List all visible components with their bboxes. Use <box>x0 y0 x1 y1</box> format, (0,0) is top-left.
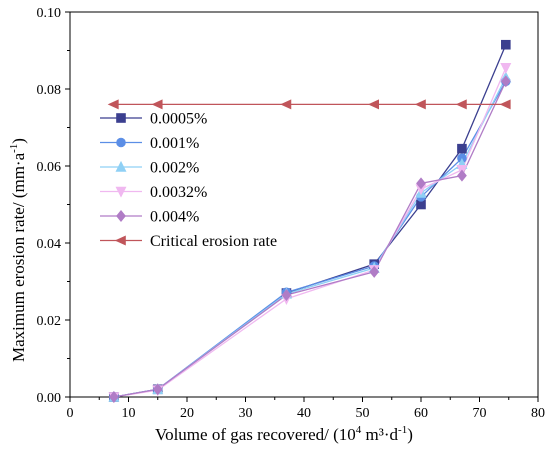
legend-label: 0.002% <box>150 160 199 177</box>
x-tick-label: 50 <box>356 406 370 421</box>
data-point <box>151 99 163 110</box>
data-point <box>455 99 467 110</box>
data-point <box>499 99 511 110</box>
data-point <box>108 391 119 403</box>
data-point <box>152 383 163 396</box>
y-tick-label: 0.06 <box>37 160 62 175</box>
data-point <box>280 99 292 110</box>
x-axis-title: Volume of gas recovered/ (104 m³·d-1) <box>155 424 413 444</box>
data-point <box>500 63 512 74</box>
y-axis-ticks: 0.00 0.02 0.04 0.06 0.08 0.10 <box>37 6 70 406</box>
y-axis-title: Maximum erosion rate/ (mm·a-1) <box>8 138 28 362</box>
legend-label: Critical erosion rate <box>150 233 277 250</box>
x-tick-label: 70 <box>473 406 487 421</box>
data-point <box>369 265 380 278</box>
legend-label: 0.0005% <box>150 111 207 128</box>
data-point <box>457 169 467 182</box>
legend-marker <box>116 210 126 222</box>
x-axis-ticks: 0 10 20 30 40 50 60 70 80 <box>67 397 545 421</box>
legend-label: 0.004% <box>150 209 199 226</box>
legend-label: 0.0032% <box>150 184 207 201</box>
legend-marker <box>114 235 126 246</box>
y-tick-label: 0.02 <box>37 314 62 329</box>
series-markers <box>107 39 512 404</box>
legend-marker <box>116 113 126 123</box>
x-tick-label: 40 <box>297 406 311 421</box>
data-point <box>500 75 511 88</box>
y-tick-label: 0.08 <box>37 83 62 98</box>
data-point <box>416 177 426 190</box>
y-tick-label: 0.04 <box>37 237 62 252</box>
y-tick-label: 0.10 <box>37 6 62 21</box>
y-tick-label: 0.00 <box>37 391 62 406</box>
data-point <box>414 99 426 110</box>
x-tick-label: 20 <box>180 406 194 421</box>
x-tick-label: 80 <box>531 406 545 421</box>
legend-marker <box>115 186 127 198</box>
legend-marker <box>116 137 126 148</box>
data-point <box>281 289 292 301</box>
data-point <box>457 143 467 154</box>
data-point <box>501 39 511 50</box>
x-tick-label: 30 <box>239 406 253 421</box>
x-tick-label: 10 <box>122 406 136 421</box>
legend: 0.0005% 0.001% 0.002% 0.0032% 0.004% Critical… <box>100 111 277 250</box>
x-tick-label: 0 <box>67 406 74 421</box>
data-point <box>107 99 119 110</box>
legend-label: 0.001% <box>150 135 199 152</box>
data-point <box>367 99 380 110</box>
plot-frame <box>69 11 539 398</box>
x-tick-label: 60 <box>414 406 428 421</box>
legend-marker <box>115 160 127 172</box>
